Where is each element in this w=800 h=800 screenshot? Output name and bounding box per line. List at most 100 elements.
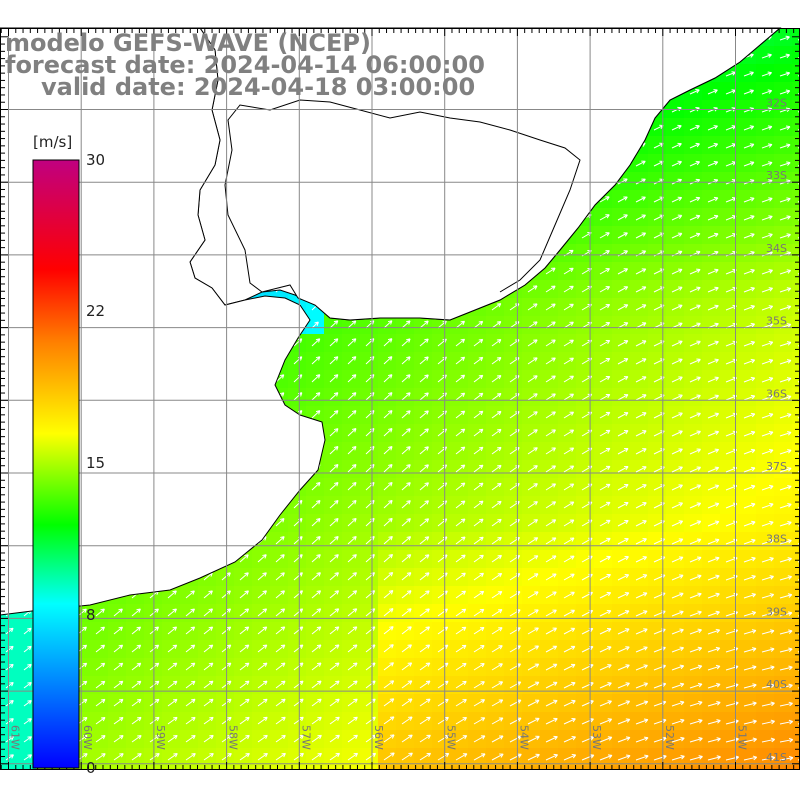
wind-arrow — [779, 71, 791, 77]
speed-cell — [18, 766, 36, 770]
speed-cell — [90, 676, 108, 694]
speed-cell — [234, 712, 252, 730]
speed-cell — [738, 388, 756, 406]
speed-cell — [468, 676, 486, 694]
speed-cell — [684, 298, 702, 316]
speed-cell — [162, 748, 180, 766]
speed-cell — [720, 658, 738, 676]
speed-cell — [756, 154, 774, 172]
speed-cell — [612, 694, 630, 712]
speed-cell — [342, 694, 360, 712]
speed-cell — [648, 136, 666, 154]
speed-cell — [162, 712, 180, 730]
speed-cell — [738, 496, 756, 514]
speed-cell — [630, 370, 648, 388]
speed-cell — [666, 172, 684, 190]
speed-cell — [774, 406, 792, 424]
speed-cell — [648, 766, 666, 770]
speed-cell — [432, 694, 450, 712]
speed-cell — [486, 514, 504, 532]
speed-cell — [630, 442, 648, 460]
speed-cell — [486, 406, 504, 424]
speed-cell — [666, 406, 684, 424]
speed-cell — [756, 748, 774, 766]
speed-cell — [774, 766, 792, 770]
speed-cell — [756, 262, 774, 280]
speed-cell — [576, 280, 594, 298]
speed-cell — [666, 766, 684, 770]
speed-cell — [630, 694, 648, 712]
speed-cell — [90, 658, 108, 676]
speed-cell — [756, 82, 774, 100]
speed-cell — [450, 622, 468, 640]
speed-cell — [594, 352, 612, 370]
speed-cell — [648, 352, 666, 370]
speed-cell — [738, 280, 756, 298]
speed-cell — [648, 262, 666, 280]
speed-cell — [594, 280, 612, 298]
speed-cell — [720, 442, 738, 460]
speed-cell — [126, 748, 144, 766]
speed-cell — [252, 748, 270, 766]
speed-cell — [558, 514, 576, 532]
speed-cell — [522, 766, 540, 770]
speed-cell — [702, 370, 720, 388]
speed-cell — [558, 586, 576, 604]
speed-cell — [792, 316, 800, 334]
speed-cell — [648, 172, 666, 190]
speed-cell — [594, 730, 612, 748]
speed-cell — [252, 766, 270, 770]
speed-cell — [630, 766, 648, 770]
speed-cell — [504, 388, 522, 406]
speed-cell — [612, 460, 630, 478]
colorbar-tick: 8 — [86, 606, 96, 624]
speed-cell — [504, 766, 522, 770]
speed-cell — [648, 748, 666, 766]
speed-cell — [576, 496, 594, 514]
speed-cell — [774, 694, 792, 712]
speed-cell — [450, 568, 468, 586]
speed-cell — [522, 298, 540, 316]
speed-cell — [468, 460, 486, 478]
speed-cell — [468, 550, 486, 568]
speed-cell — [630, 586, 648, 604]
speed-cell — [468, 496, 486, 514]
speed-cell — [666, 298, 684, 316]
speed-cell — [486, 316, 504, 334]
speed-cell — [630, 316, 648, 334]
speed-cell — [738, 370, 756, 388]
speed-cell — [594, 388, 612, 406]
lat-label: 37S — [766, 460, 787, 473]
speed-cell — [432, 568, 450, 586]
speed-cell — [738, 604, 756, 622]
speed-cell — [594, 640, 612, 658]
lat-label: 35S — [766, 315, 787, 328]
speed-cell — [774, 190, 792, 208]
speed-cell — [90, 712, 108, 730]
speed-cell — [684, 262, 702, 280]
speed-cell — [648, 496, 666, 514]
speed-cell — [666, 262, 684, 280]
speed-cell — [396, 676, 414, 694]
speed-cell — [792, 424, 800, 442]
speed-cell — [684, 442, 702, 460]
speed-cell — [774, 298, 792, 316]
wind-arrow — [761, 125, 773, 131]
speed-cell — [720, 154, 738, 172]
speed-cell — [540, 442, 558, 460]
speed-cell — [630, 496, 648, 514]
speed-cell — [684, 730, 702, 748]
speed-cell — [486, 766, 504, 770]
speed-cell — [756, 388, 774, 406]
speed-cell — [720, 640, 738, 658]
speed-cell — [504, 478, 522, 496]
speed-cell — [720, 316, 738, 334]
speed-cell — [756, 514, 774, 532]
speed-cell — [576, 226, 594, 244]
speed-cell — [792, 154, 800, 172]
speed-cell — [126, 712, 144, 730]
speed-cell — [108, 748, 126, 766]
speed-cell — [738, 658, 756, 676]
speed-cell — [648, 208, 666, 226]
speed-cell — [414, 730, 432, 748]
